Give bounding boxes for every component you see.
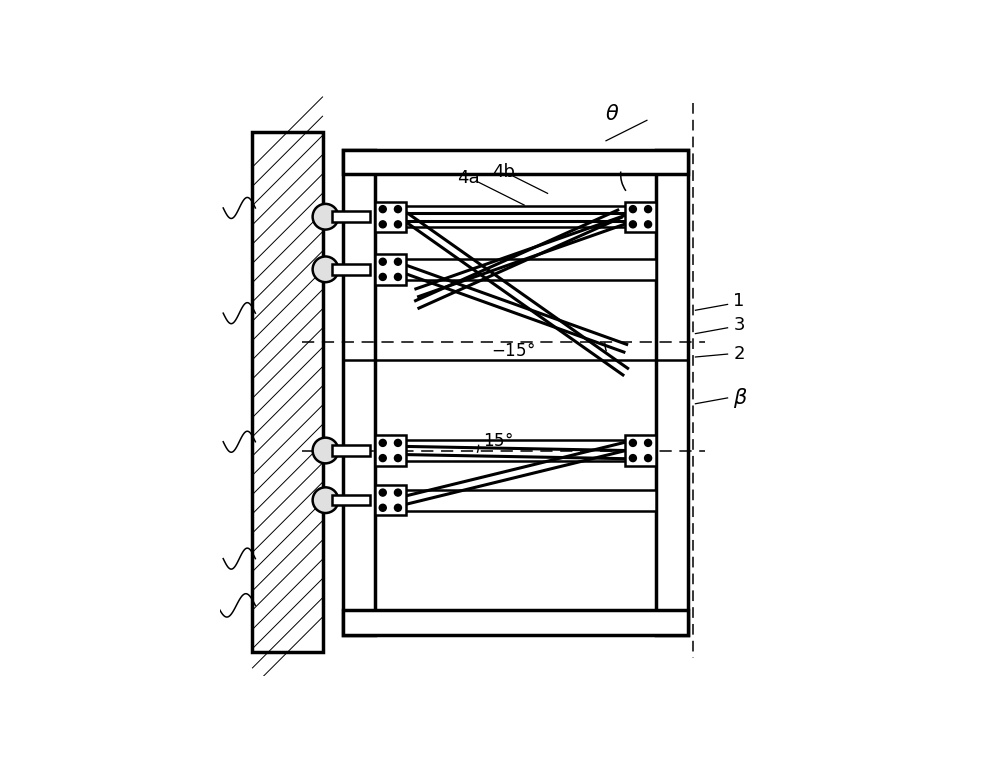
Circle shape (394, 504, 401, 512)
Circle shape (645, 439, 652, 446)
Circle shape (379, 258, 386, 265)
Circle shape (379, 206, 386, 213)
Circle shape (645, 206, 652, 213)
Circle shape (394, 489, 401, 496)
Circle shape (379, 439, 386, 446)
Text: $15°$: $15°$ (483, 432, 513, 449)
Text: 4b: 4b (492, 162, 515, 181)
Circle shape (379, 273, 386, 280)
Bar (375, 259, 656, 280)
Circle shape (313, 257, 338, 282)
Text: $-15°$: $-15°$ (491, 342, 534, 361)
Circle shape (379, 489, 386, 496)
Bar (332, 212, 370, 222)
Circle shape (629, 455, 636, 461)
Bar (656, 150, 688, 635)
Circle shape (629, 221, 636, 228)
Bar (343, 150, 688, 174)
Bar (332, 495, 370, 505)
Circle shape (394, 206, 401, 213)
Bar (332, 446, 370, 455)
Circle shape (313, 487, 338, 513)
Circle shape (645, 455, 652, 461)
Text: 1: 1 (733, 292, 745, 310)
Circle shape (394, 221, 401, 228)
Bar (625, 202, 656, 232)
Bar (375, 206, 656, 227)
Circle shape (645, 221, 652, 228)
Circle shape (394, 439, 401, 446)
Bar (375, 440, 656, 461)
Bar (252, 132, 323, 652)
Circle shape (379, 221, 386, 228)
Bar (343, 610, 688, 635)
Circle shape (313, 438, 338, 463)
Circle shape (394, 258, 401, 265)
Bar (375, 254, 406, 285)
Circle shape (394, 273, 401, 280)
Circle shape (394, 455, 401, 461)
Circle shape (313, 204, 338, 229)
Circle shape (629, 439, 636, 446)
Text: $\beta$: $\beta$ (733, 386, 748, 410)
Bar (343, 150, 375, 635)
Bar (375, 436, 406, 466)
Bar (332, 264, 370, 275)
Text: 4a: 4a (457, 168, 480, 187)
Bar (375, 202, 406, 232)
Bar (375, 490, 656, 511)
Circle shape (379, 504, 386, 512)
Text: $\theta$: $\theta$ (605, 105, 619, 124)
Text: 3: 3 (733, 316, 745, 334)
Circle shape (379, 455, 386, 461)
Bar (625, 436, 656, 466)
Circle shape (629, 206, 636, 213)
Bar (375, 485, 406, 515)
Text: 2: 2 (733, 345, 745, 363)
